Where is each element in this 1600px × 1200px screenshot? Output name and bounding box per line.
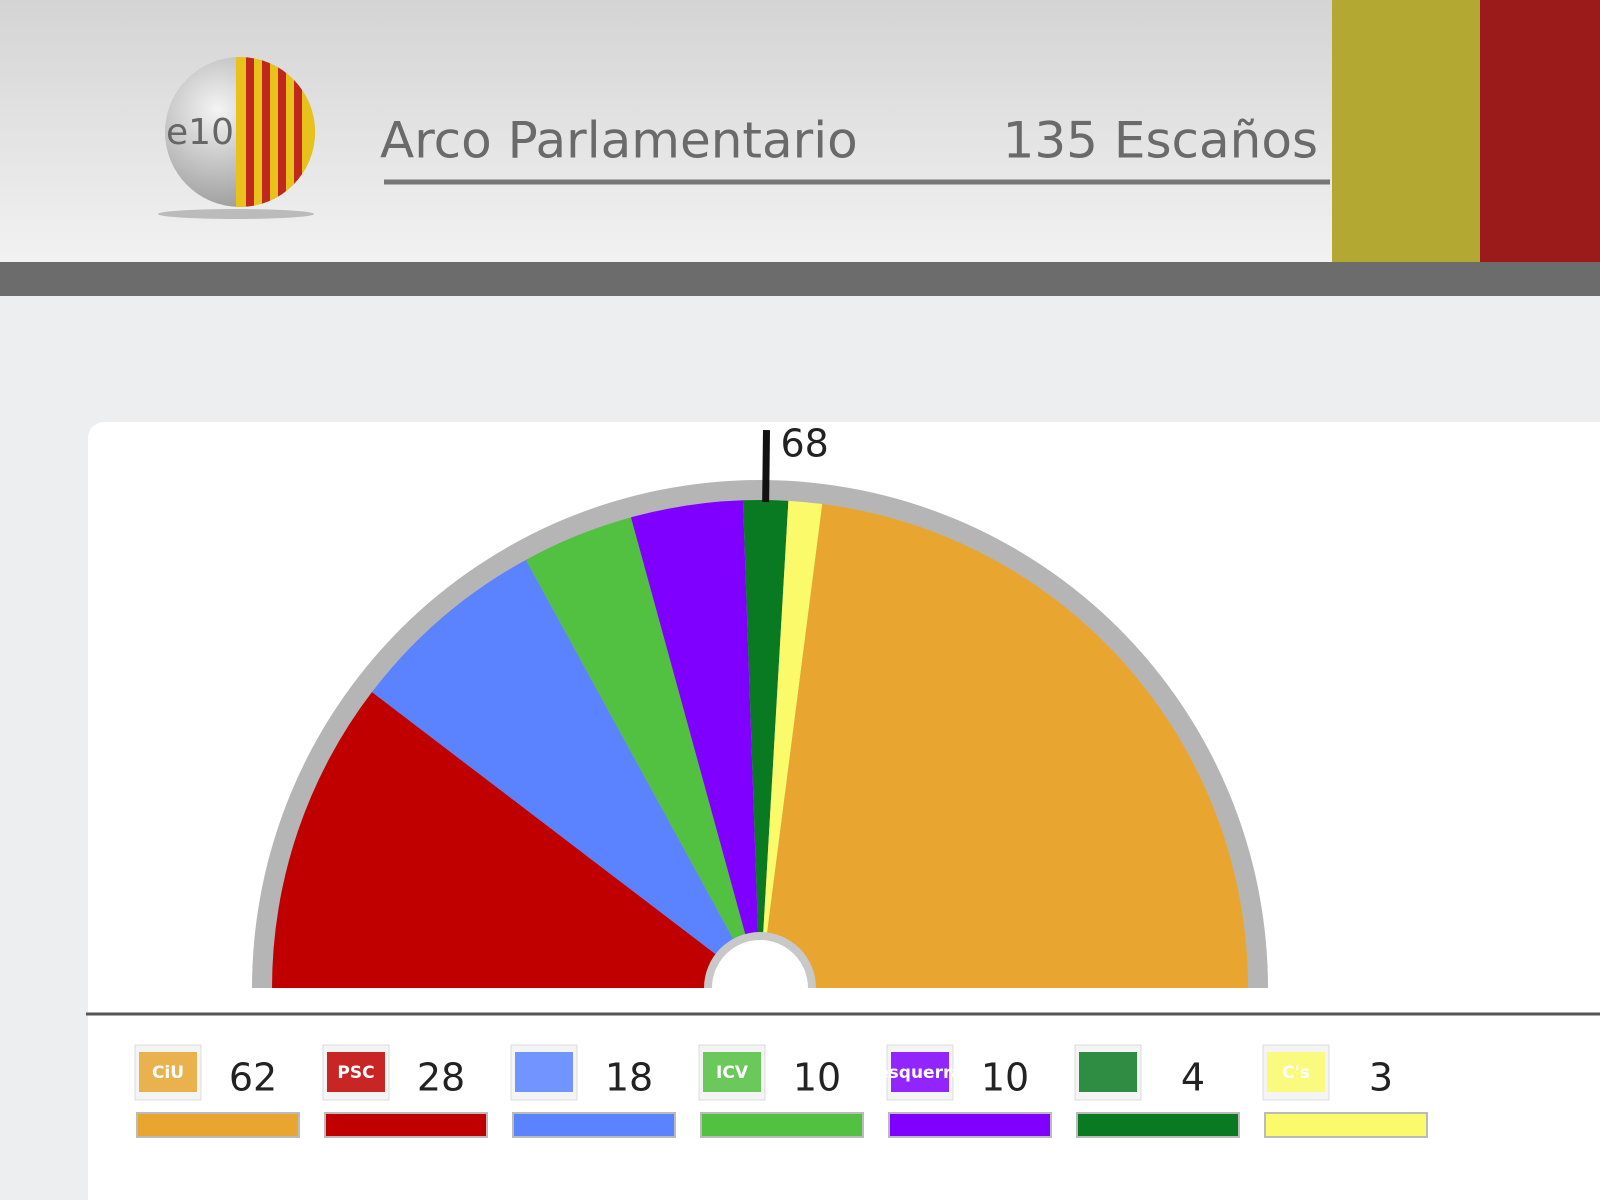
seat-count: 3 [1369,1056,1393,1100]
majority-tick [762,429,770,503]
seat-segment [760,500,823,988]
logo-text: e10 [166,112,234,153]
legend-swatch [512,1112,676,1138]
chart: 68 CiU 62 PSC 28 18 ICV 10 esquerra 10 4 C's 3 [134,422,1428,1138]
seat-count: 10 [793,1056,841,1100]
stripe-red [1480,0,1600,262]
legend-swatch [700,1112,864,1138]
seat-count: 62 [229,1056,277,1100]
stripe-gold [1332,0,1480,262]
legend-swatch [324,1112,488,1138]
seat-segment [742,499,789,988]
party-logo-accent [327,1052,385,1092]
seat-count: 4 [1181,1056,1205,1100]
party-logo-accent [703,1052,761,1092]
seat-segment [525,517,760,988]
logo-flag [236,57,315,207]
seat-segment [272,692,760,988]
majority-label: 68 [780,422,828,466]
party-logo-accent [1079,1052,1137,1092]
seat-count: 18 [605,1056,653,1100]
party-name: esquerra [877,1063,963,1083]
party-logo-accent [1267,1052,1325,1092]
party-name: PSC [337,1063,374,1083]
legend-swatch [888,1112,1052,1138]
party-name: ICV [716,1063,749,1083]
seat-segment [630,500,760,988]
party-logo-accent [891,1052,949,1092]
legend-swatch [1264,1112,1428,1138]
logo-shadow [158,209,314,219]
party-logo-accent [139,1052,197,1092]
seat-segment [371,559,760,988]
subtitle: 135 Escaños [1003,112,1318,170]
header-band [0,262,1600,296]
seat-segment [760,503,1248,988]
seat-count: 28 [417,1056,465,1100]
legend-swatch [1076,1112,1240,1138]
seat-count: 10 [981,1056,1029,1100]
party-logo-accent [515,1052,573,1092]
title: Arco Parlamentario [380,112,858,170]
legend-swatch [136,1112,300,1138]
party-name: CiU [152,1063,184,1083]
inner-hole [712,940,808,988]
party-name: C's [1282,1063,1310,1083]
